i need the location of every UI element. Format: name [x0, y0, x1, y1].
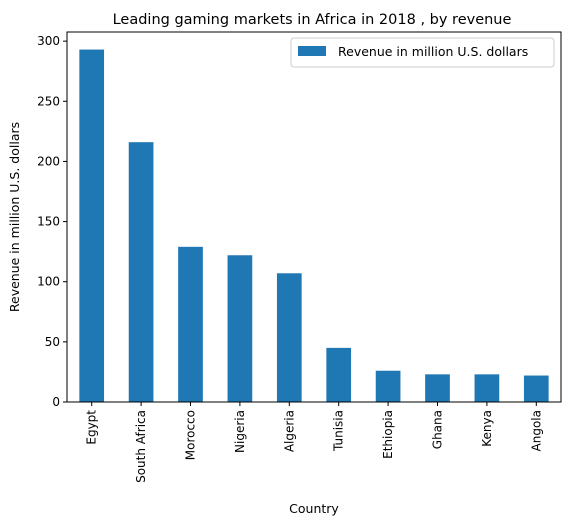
- bar-south-africa: [128, 142, 154, 402]
- x-tick-label: Ghana: [431, 410, 445, 449]
- legend-label: Revenue in million U.S. dollars: [338, 44, 528, 59]
- bar-nigeria: [227, 255, 253, 402]
- x-tick-label: Morocco: [184, 410, 198, 460]
- y-tick-label: 100: [37, 275, 60, 289]
- x-tick-label: Kenya: [480, 410, 494, 447]
- bars: [79, 49, 549, 402]
- y-tick-label: 300: [37, 34, 60, 48]
- bar-morocco: [178, 246, 203, 402]
- bar-ethiopia: [375, 370, 401, 402]
- y-tick-label: 250: [37, 94, 60, 108]
- y-tick-label: 50: [45, 335, 60, 349]
- bar-tunisia: [326, 347, 352, 402]
- x-tick-label: Egypt: [85, 410, 99, 445]
- legend: Revenue in million U.S. dollars: [290, 37, 555, 68]
- bar-kenya: [474, 374, 500, 402]
- bar-egypt: [79, 49, 105, 402]
- y-tick-label: 150: [37, 215, 60, 229]
- y-tick-label: 0: [52, 395, 60, 409]
- y-axis-label: Revenue in million U.S. dollars: [7, 122, 22, 312]
- x-axis-label: Country: [289, 501, 339, 516]
- x-tick-label: Nigeria: [233, 410, 247, 453]
- plot-frame: [66, 31, 562, 403]
- y-tick-label: 200: [37, 154, 60, 168]
- x-tick-label: Algeria: [282, 410, 296, 452]
- legend-frame: [290, 37, 555, 68]
- bar-ghana: [425, 374, 450, 402]
- chart-title: Leading gaming markets in Africa in 2018…: [113, 12, 512, 28]
- legend-swatch: [298, 46, 326, 56]
- x-axis: Egypt South Africa Morocco Nigeria Algeria Tu…: [85, 402, 543, 483]
- y-axis: 0 50 100 150 200 250 300: [37, 34, 67, 409]
- x-tick-label: South Africa: [134, 410, 148, 483]
- x-tick-label: Angola: [529, 410, 543, 451]
- x-tick-label: Tunisia: [332, 410, 346, 452]
- bar-algeria: [276, 273, 302, 402]
- bar-angola: [523, 375, 549, 402]
- x-tick-label: Ethiopia: [381, 410, 395, 459]
